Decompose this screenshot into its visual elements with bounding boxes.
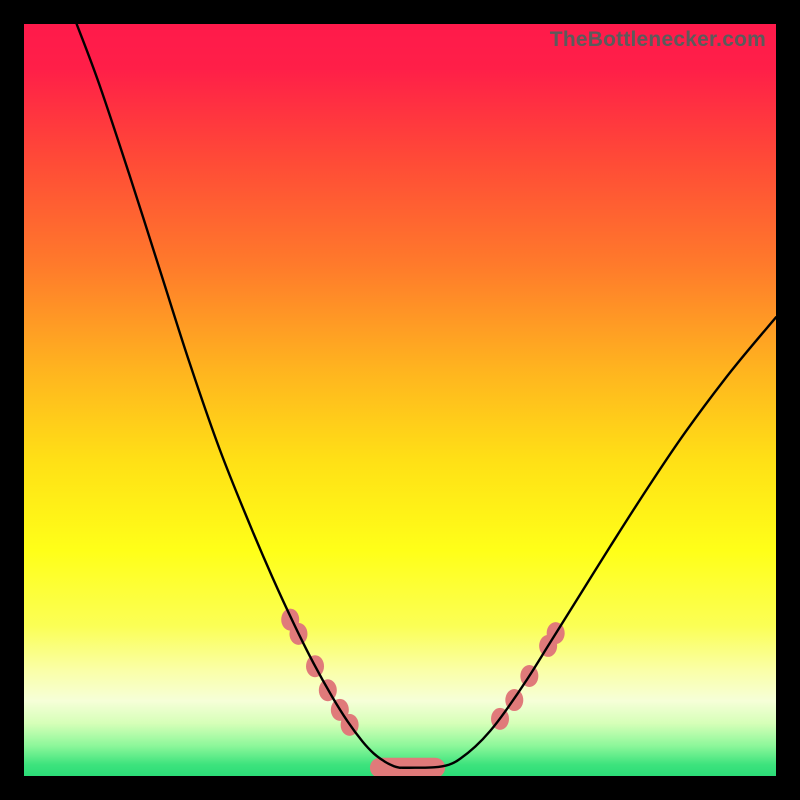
chart-frame: TheBottlenecker.com	[0, 0, 800, 800]
chart-svg	[24, 24, 776, 776]
curve-markers	[281, 609, 564, 736]
plot-area: TheBottlenecker.com	[24, 24, 776, 776]
left-curve	[77, 24, 400, 768]
right-curve	[400, 317, 776, 767]
watermark-text: TheBottlenecker.com	[550, 28, 766, 52]
